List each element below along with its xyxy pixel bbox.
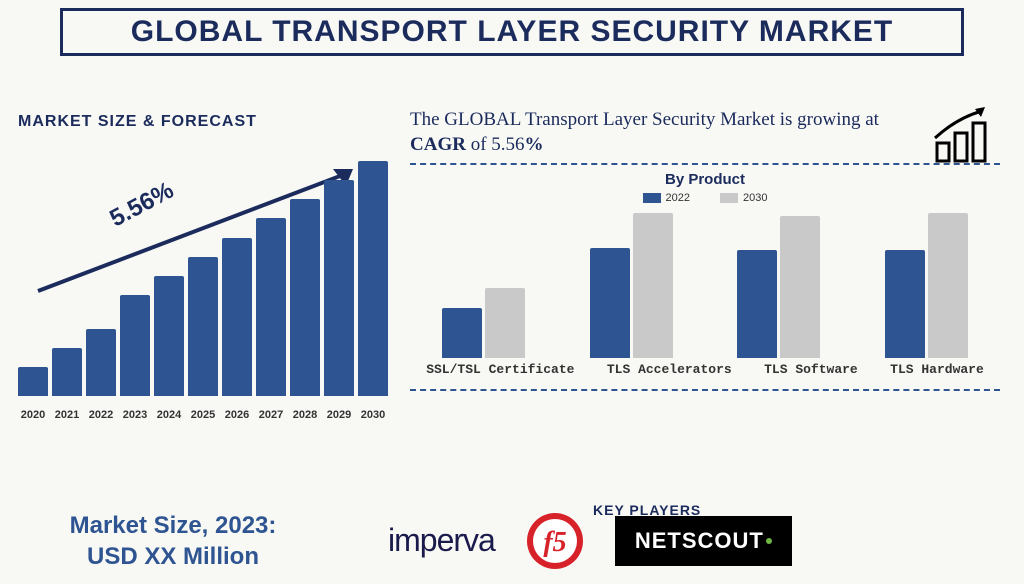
divider-bottom — [410, 389, 1000, 391]
legend-swatch-2030 — [720, 193, 738, 203]
right-panel: The GLOBAL Transport Layer Security Mark… — [410, 108, 1000, 397]
forecast-year-label: 2025 — [188, 409, 218, 421]
key-players-heading: KEY PLAYERS — [593, 502, 701, 518]
product-bar-2022 — [442, 308, 482, 358]
forecast-bar — [52, 348, 82, 396]
page-title: GLOBAL TRANSPORT LAYER SECURITY MARKET — [83, 15, 941, 49]
product-bar-2030 — [928, 213, 968, 358]
legend-2022: 2022 — [643, 192, 690, 204]
market-size-line1: Market Size, 2023: — [18, 510, 328, 541]
market-size-line2: USD XX Million — [18, 541, 328, 572]
forecast-bar — [18, 367, 48, 396]
legend-label-2030: 2030 — [743, 192, 767, 204]
intro-pct: % — [525, 134, 544, 155]
forecast-bar — [120, 295, 150, 396]
forecast-bar — [358, 161, 388, 396]
forecast-bar — [222, 238, 252, 396]
product-category-label: SSL/TSL Certificate — [426, 362, 574, 377]
f5-logo-icon: f5 — [525, 511, 585, 571]
bottom-section: Market Size, 2023: USD XX Million KEY PL… — [18, 510, 1008, 572]
forecast-year-label: 2029 — [324, 409, 354, 421]
product-chart: SSL/TSL Certificate TLS Accelerators TLS S… — [410, 208, 1000, 383]
intro-text: The GLOBAL Transport Layer Security Mark… — [410, 108, 890, 157]
forecast-year-label: 2021 — [52, 409, 82, 421]
divider-top — [410, 163, 1000, 165]
product-bar-2030 — [485, 288, 525, 358]
intro-cagr: CAGR — [410, 134, 466, 155]
product-group — [885, 213, 968, 358]
netscout-logo: NETSCOUT — [615, 516, 792, 566]
product-category-label: TLS Hardware — [890, 362, 984, 377]
imperva-logo: imperva — [388, 522, 495, 559]
forecast-chart: 5.56% 2020202120222023202420252026202720… — [18, 141, 388, 421]
title-container: GLOBAL TRANSPORT LAYER SECURITY MARKET — [60, 8, 964, 56]
intro-mid: of 5.56 — [466, 134, 525, 155]
forecast-bar — [188, 257, 218, 396]
forecast-year-label: 2030 — [358, 409, 388, 421]
intro-pre: The GLOBAL Transport Layer Security Mark… — [410, 109, 879, 130]
growth-chart-icon — [927, 103, 1002, 163]
product-group — [590, 213, 673, 358]
product-bar-2022 — [885, 250, 925, 358]
legend-swatch-2022 — [643, 193, 661, 203]
product-bar-2022 — [590, 248, 630, 358]
product-section: By Product 2022 2030 SSL/TSL Certificate… — [410, 171, 1000, 383]
svg-text:f5: f5 — [543, 527, 566, 558]
netscout-dot-icon — [766, 538, 772, 544]
forecast-year-label: 2024 — [154, 409, 184, 421]
forecast-year-label: 2026 — [222, 409, 252, 421]
product-bar-2030 — [633, 213, 673, 358]
forecast-year-label: 2023 — [120, 409, 150, 421]
forecast-panel: MARKET SIZE & FORECAST 5.56% 20202021202… — [18, 113, 398, 421]
logos-row: imperva f5 NETSCOUT — [388, 511, 792, 571]
market-size-text: Market Size, 2023: USD XX Million — [18, 510, 328, 572]
product-title: By Product — [410, 171, 1000, 188]
product-bar-2030 — [780, 216, 820, 358]
product-group — [442, 288, 525, 358]
product-bar-2022 — [737, 250, 777, 358]
forecast-bar — [86, 329, 116, 396]
product-group — [737, 216, 820, 358]
forecast-year-label: 2020 — [18, 409, 48, 421]
forecast-year-label: 2027 — [256, 409, 286, 421]
legend-2030: 2030 — [720, 192, 767, 204]
forecast-year-label: 2028 — [290, 409, 320, 421]
forecast-year-label: 2022 — [86, 409, 116, 421]
forecast-bar — [324, 180, 354, 396]
forecast-bar — [154, 276, 184, 396]
forecast-bar — [256, 218, 286, 396]
legend-label-2022: 2022 — [666, 192, 690, 204]
netscout-text: NETSCOUT — [635, 528, 764, 554]
product-category-label: TLS Software — [764, 362, 858, 377]
product-legend: 2022 2030 — [410, 192, 1000, 204]
forecast-bar — [290, 199, 320, 396]
forecast-heading: MARKET SIZE & FORECAST — [18, 113, 398, 131]
product-category-label: TLS Accelerators — [607, 362, 732, 377]
